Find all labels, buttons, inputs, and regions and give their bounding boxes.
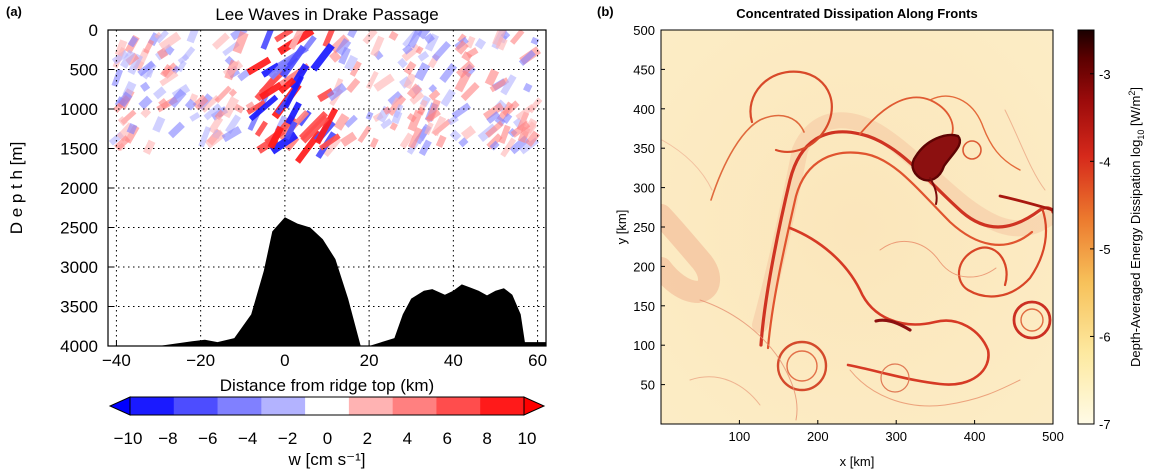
colorbar-tick-label: 2 (363, 429, 372, 448)
colorbar-segment (349, 397, 393, 415)
panel-b: (b) Concentrated Dissipation Along Front… (597, 4, 1146, 469)
panel-b-ytick-label: 300 (633, 181, 655, 196)
panel-a-ytick-label: 3000 (60, 258, 98, 277)
panel-b-colorbar-label: Depth-Averaged Energy Dissipation log10 … (1127, 87, 1146, 367)
panel-b-xlabel: x [km] (840, 454, 875, 469)
colorbar-tick-label: −10 (114, 429, 143, 448)
panel-b-title: Concentrated Dissipation Along Fronts (736, 6, 977, 21)
colorbar-tick-label: 4 (403, 429, 412, 448)
colorbar-segment (130, 397, 174, 415)
panel-b-ytick-label: 50 (641, 378, 655, 393)
panel-a-ytick-label: 2000 (60, 179, 98, 198)
panel-b-ytick-label: 500 (633, 23, 655, 38)
panel-b-colorbar-tick-label: -3 (1099, 67, 1111, 82)
panel-a-label: (a) (6, 4, 22, 19)
colorbar-tick-label: 10 (518, 429, 537, 448)
colorbar-segment (218, 397, 262, 415)
panel-b-ytick-label: 100 (633, 338, 655, 353)
panel-a-ytick-label: 2500 (60, 219, 98, 238)
panel-b-xtick-label: 500 (1042, 429, 1064, 444)
colorbar-segment (393, 397, 437, 415)
colorbar-segment (174, 397, 218, 415)
panel-b-colorbar (1078, 30, 1094, 424)
panel-a-xtick-label: −40 (102, 351, 131, 370)
colorbar-extend-low (110, 397, 130, 415)
panel-a-ytick-label: 1500 (60, 140, 98, 159)
panel-b-xtick-label: 200 (807, 429, 829, 444)
colorbar-tick-label: 6 (442, 429, 451, 448)
panel-b-ylabel: y [km] (614, 210, 629, 245)
panel-a-ytick-label: 1000 (60, 100, 98, 119)
panel-b-colorbar-tick-label: -6 (1099, 329, 1111, 344)
panel-a-xtick-label: 60 (528, 351, 547, 370)
panel-a: (a) Lee Waves in Drake Passage −40 −20 0 20… (6, 4, 547, 469)
panel-a-colorbar-label: w [cm s⁻¹] (288, 450, 366, 469)
panel-b-colorbar-tick-label: -4 (1099, 154, 1111, 169)
colorbar-segment (305, 397, 349, 415)
panel-b-ytick-label: 250 (633, 220, 655, 235)
colorbar-segment (261, 397, 305, 415)
colorbar-tick-label: 0 (323, 429, 332, 448)
panel-b-colorbar-tick-label: -5 (1099, 242, 1111, 257)
panel-a-ylabel: D e p t h [m] (7, 142, 26, 235)
panel-b-xtick-label: 400 (964, 429, 986, 444)
panel-a-ytick-label: 3500 (60, 298, 98, 317)
panel-a-title: Lee Waves in Drake Passage (215, 5, 438, 24)
panel-a-colorbar: −10 −8 −6 −4 −2 0 2 4 6 8 10 (110, 397, 544, 448)
panel-a-xtick-label: 0 (280, 351, 289, 370)
colorbar-tick-label: −6 (198, 429, 217, 448)
panel-a-ytick-label: 0 (89, 21, 98, 40)
panel-a-ytick-label: 500 (70, 61, 98, 80)
colorbar-tick-label: 8 (482, 429, 491, 448)
panel-b-ytick-label: 450 (633, 62, 655, 77)
colorbar-segment (436, 397, 480, 415)
panel-b-label: (b) (597, 4, 614, 19)
colorbar-tick-label: −2 (278, 429, 297, 448)
panel-b-xtick-label: 300 (885, 429, 907, 444)
colorbar-extend-high (524, 397, 544, 415)
panel-b-ytick-label: 150 (633, 299, 655, 314)
panel-a-ytick-label: 4000 (60, 337, 98, 356)
panel-b-xtick-label: 100 (729, 429, 751, 444)
panel-a-xlabel: Distance from ridge top (km) (220, 376, 434, 395)
panel-b-colorbar-tick-label: -7 (1099, 417, 1111, 432)
panel-a-xtick-label: −20 (186, 351, 215, 370)
colorbar-segment (480, 397, 524, 415)
panel-b-ytick-label: 200 (633, 259, 655, 274)
panel-b-ytick-label: 350 (633, 141, 655, 156)
colorbar-tick-label: −4 (238, 429, 257, 448)
panel-a-xtick-label: 40 (444, 351, 463, 370)
panel-b-ytick-label: 400 (633, 102, 655, 117)
colorbar-tick-label: −8 (158, 429, 177, 448)
panel-a-xtick-label: 20 (360, 351, 379, 370)
